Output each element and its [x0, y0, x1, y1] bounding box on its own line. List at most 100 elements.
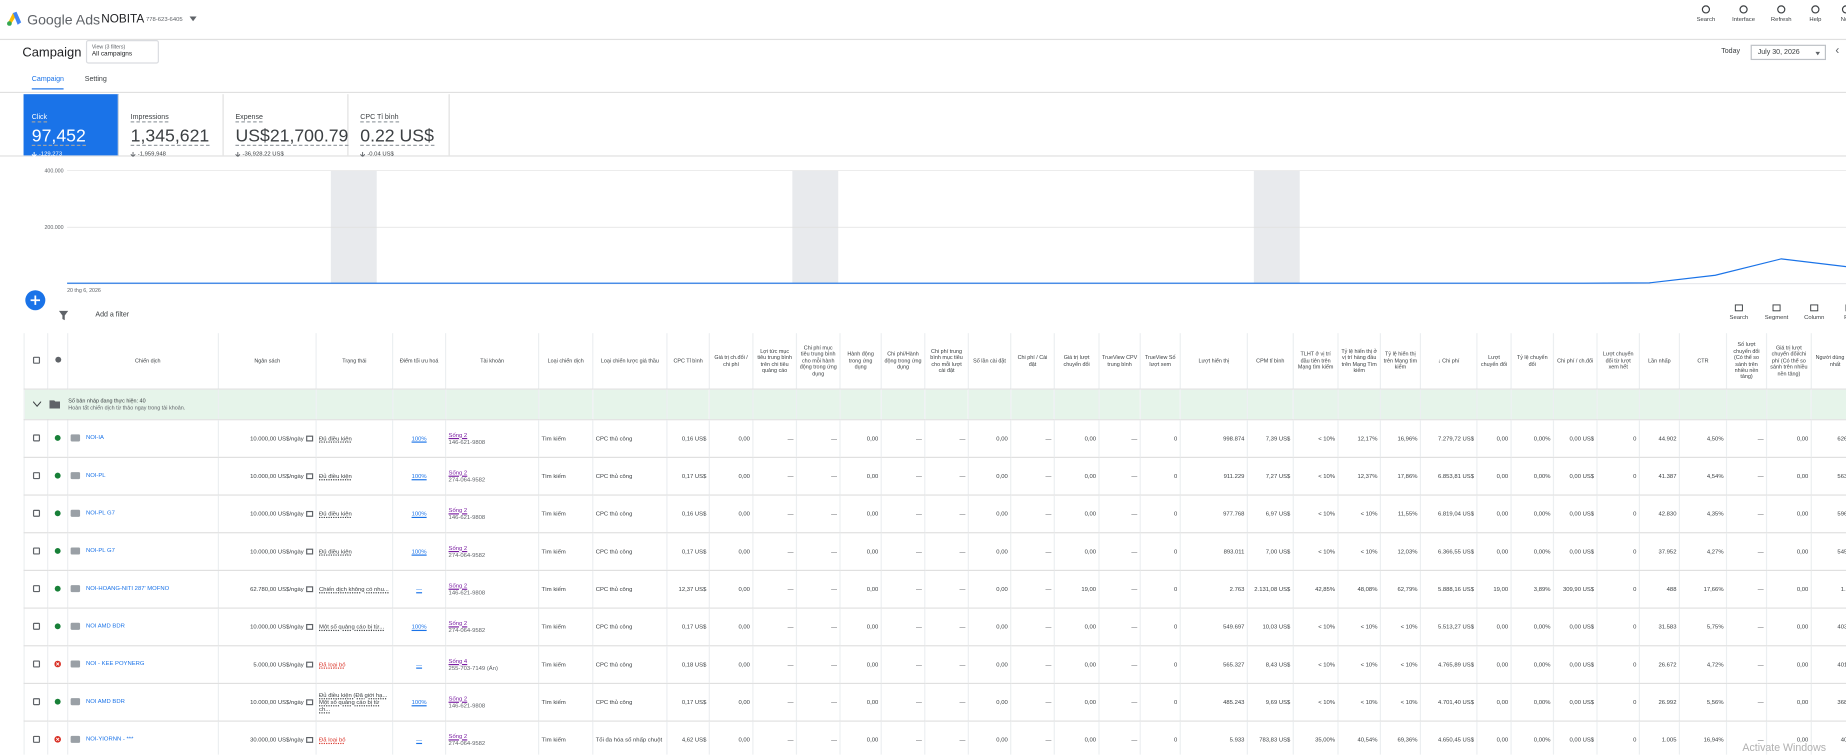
campaign-name[interactable]: NOI-HOANG-NITI 287' MOFNO — [85, 584, 170, 592]
column-header[interactable]: Tỷ lệ chuyển đổi — [1510, 333, 1554, 390]
checkbox[interactable] — [32, 546, 40, 554]
column-header[interactable]: Ngân sách — [217, 333, 317, 390]
optimization-score[interactable]: 100% — [411, 698, 427, 706]
metric-card[interactable]: Click 97,452 -129,273 — [23, 94, 119, 158]
column-header[interactable]: Điểm tối ưu hoá — [392, 333, 446, 390]
column-header[interactable]: Chi phí / Cài đặt — [1010, 333, 1055, 390]
column-header[interactable]: Chi phí/Hành động trong ứng dụng — [880, 333, 925, 390]
budget-icon[interactable] — [306, 698, 314, 705]
column-header[interactable]: CPM tỉ bình — [1246, 333, 1294, 390]
optimization-score[interactable]: 100% — [411, 510, 427, 518]
budget-icon[interactable] — [306, 548, 314, 555]
metric-card[interactable]: CPC Tỉ bình 0.22 US$ -0.04 US$ — [352, 94, 450, 158]
checkbox[interactable] — [32, 659, 40, 667]
campaign-name[interactable]: NOI-PL G7 — [85, 546, 115, 554]
checkbox[interactable] — [32, 433, 40, 441]
action[interactable]: Search — [1688, 5, 1723, 24]
checkbox[interactable] — [32, 584, 40, 592]
filter-icon[interactable] — [58, 310, 69, 321]
budget-icon[interactable] — [306, 623, 314, 630]
column-header[interactable]: Số lần cài đặt — [967, 333, 1011, 390]
collapse-icon[interactable]: ‹ — [1835, 44, 1840, 58]
budget-icon[interactable] — [306, 661, 314, 668]
action[interactable]: Help — [1798, 5, 1833, 24]
action[interactable]: Noti — [1828, 5, 1846, 24]
optimization-score[interactable]: — — [416, 661, 423, 669]
column-header[interactable]: Tỷ lệ hiển thị trên Mạng tìm kiếm — [1379, 333, 1421, 390]
optimization-score[interactable]: 100% — [411, 548, 427, 556]
column-header[interactable]: Giá trị lượt chuyển đổi/chi phí (Có thể … — [1765, 333, 1812, 390]
checkbox[interactable] — [32, 735, 40, 743]
column-header[interactable]: Chiến dịch — [67, 333, 219, 390]
column-header[interactable]: Loại chiến lược giá thầu — [592, 333, 667, 390]
tool[interactable]: Segment — [1759, 304, 1794, 321]
column-header[interactable]: Lần nhấp — [1638, 333, 1680, 390]
account-name[interactable]: Sống 4 — [448, 657, 468, 665]
column-header[interactable]: ↓ Chi phí — [1419, 333, 1477, 390]
campaign-name[interactable]: NOI-PL G7 — [85, 509, 115, 517]
date-picker[interactable]: July 30, 2026 — [1750, 44, 1826, 61]
budget-icon[interactable] — [306, 435, 314, 442]
account-name[interactable]: Sống 2 — [448, 431, 468, 439]
tool[interactable]: Rep — [1832, 304, 1846, 321]
budget-icon[interactable] — [306, 585, 314, 592]
column-header[interactable]: TrueView CPV trung bình — [1098, 333, 1141, 390]
tab[interactable]: Campaign — [31, 77, 64, 90]
campaign-name[interactable]: NOI - KEE POYNERG — [85, 659, 145, 667]
column-header[interactable]: Giá trị lượt chuyển đổi — [1053, 333, 1100, 390]
optimization-score[interactable]: 100% — [411, 472, 427, 480]
metric-card[interactable]: Impressions 1,345,621 -1,959,948 — [122, 94, 224, 158]
column-header[interactable]: Chi phí / ch.đổi — [1552, 333, 1598, 390]
checkbox[interactable] — [32, 471, 40, 479]
account-name[interactable]: Sống 2 — [448, 695, 468, 703]
campaign-name[interactable]: NOI-IA — [85, 433, 104, 441]
tool[interactable]: Column — [1797, 304, 1832, 321]
add-button[interactable] — [25, 290, 46, 311]
account-name[interactable]: Sống 2 — [448, 732, 468, 740]
column-header[interactable]: Chi phí mục tiêu trung bình cho mỗi hành… — [795, 333, 841, 390]
account-name[interactable]: NOBITA — [101, 12, 145, 26]
checkbox[interactable] — [32, 356, 40, 364]
column-header[interactable]: Tài khoản — [445, 333, 539, 390]
checkbox[interactable] — [32, 509, 40, 517]
optimization-score[interactable]: 100% — [411, 435, 427, 443]
campaign-name[interactable]: NOI AMD BDR — [85, 697, 125, 705]
column-header[interactable]: Số lượt chuyển đổi (Có thể so sánh trên … — [1725, 333, 1767, 390]
column-header[interactable]: TLHT ở vị trí đầu tiên trên Mạng tìm kiế… — [1292, 333, 1339, 390]
column-header[interactable]: Lợi tức mục tiêu trung bình trên chi tiê… — [752, 333, 797, 390]
column-header[interactable]: CPC Tỉ bình — [666, 333, 710, 390]
account-name[interactable]: Sống 2 — [448, 582, 468, 590]
optimization-score[interactable]: — — [416, 585, 423, 593]
column-header[interactable]: Chi phí trung bình mục tiêu cho mỗi lượt… — [924, 333, 969, 390]
budget-icon[interactable] — [306, 510, 314, 517]
campaign-name[interactable]: NOI-PL — [85, 471, 106, 479]
column-header[interactable]: Lượt hiển thị — [1179, 333, 1248, 390]
column-header[interactable]: Tỷ lệ hiển thị ở vị trí hàng đầu trên Mạ… — [1337, 333, 1381, 390]
checkbox[interactable] — [32, 622, 40, 630]
tool[interactable]: Search — [1721, 304, 1756, 321]
campaign-name[interactable]: NOI-YIORNN - *** — [85, 735, 134, 743]
column-header[interactable]: Hành động trong ứng dụng — [839, 333, 882, 390]
metric-card[interactable]: Expense US$21,700.79 -36,928.22 US$ — [227, 94, 349, 158]
column-header[interactable]: CTR — [1678, 333, 1727, 390]
action[interactable]: Interface — [1726, 5, 1761, 24]
column-header[interactable]: Loại chiến dịch — [538, 333, 593, 390]
filter-input[interactable]: Add a filter — [95, 311, 130, 320]
action[interactable]: Refresh — [1764, 5, 1799, 24]
campaign-name[interactable]: NOI AMD BDR — [85, 622, 125, 630]
column-header[interactable]: Người dùng duy nhất — [1810, 333, 1846, 390]
column-header[interactable]: Lượt chuyển đổi từ lượt xem hết — [1596, 333, 1640, 390]
tab[interactable]: Setting — [84, 76, 107, 84]
budget-icon[interactable] — [306, 472, 314, 479]
checkbox[interactable] — [32, 697, 40, 705]
column-header[interactable]: Trạng thái — [315, 333, 393, 390]
account-name[interactable]: Sống 2 — [448, 544, 468, 552]
column-header[interactable]: Lượt chuyển đổi — [1476, 333, 1512, 390]
column-header[interactable]: TrueView Số lượt xem — [1139, 333, 1181, 390]
budget-icon[interactable] — [306, 736, 314, 743]
optimization-score[interactable]: — — [416, 736, 423, 744]
column-header[interactable]: Giá trị ch.đổi / chi phí — [708, 333, 753, 390]
account-name[interactable]: Sống 2 — [448, 469, 468, 477]
optimization-score[interactable]: 100% — [411, 623, 427, 631]
view-selector[interactable]: View (3 filters) All campaigns — [85, 40, 159, 64]
